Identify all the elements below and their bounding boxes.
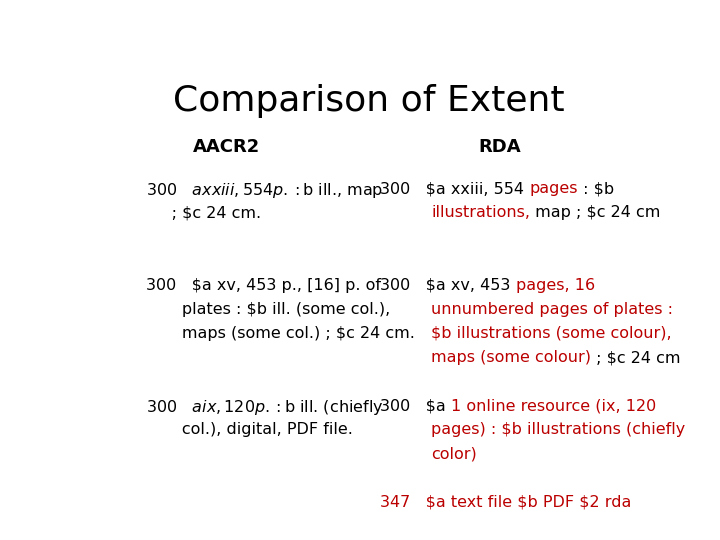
Text: color): color) <box>431 447 477 462</box>
Text: 1 online resource (ix, 120: 1 online resource (ix, 120 <box>451 399 657 413</box>
Text: 300   $a ix, 120 p. : $b ill. (chiefly: 300 $a ix, 120 p. : $b ill. (chiefly <box>145 399 383 417</box>
Text: pages) : $b illustrations (chiefly: pages) : $b illustrations (chiefly <box>431 422 685 437</box>
Text: ; $c 24 cm.: ; $c 24 cm. <box>145 205 261 220</box>
Text: maps (some col.) ; $c 24 cm.: maps (some col.) ; $c 24 cm. <box>145 326 415 341</box>
Text: ; $c 24 cm: ; $c 24 cm <box>591 350 681 365</box>
Text: unnumbered pages of plates :: unnumbered pages of plates : <box>431 302 673 317</box>
Text: RDA: RDA <box>479 138 521 156</box>
Text: map ; $c 24 cm: map ; $c 24 cm <box>531 205 661 220</box>
Text: : $b: : $b <box>577 181 614 196</box>
Text: 300   $a xv, 453: 300 $a xv, 453 <box>380 278 516 293</box>
Text: pages, 16: pages, 16 <box>516 278 595 293</box>
Text: Comparison of Extent: Comparison of Extent <box>174 84 564 118</box>
Text: pages: pages <box>529 181 577 196</box>
Text: col.), digital, PDF file.: col.), digital, PDF file. <box>145 422 353 437</box>
Text: plates : $b ill. (some col.),: plates : $b ill. (some col.), <box>145 302 390 317</box>
Text: 300   $a xxiii, 554: 300 $a xxiii, 554 <box>380 181 529 196</box>
Text: illustrations,: illustrations, <box>431 205 531 220</box>
Text: 347   $a text file $b PDF $2 rda: 347 $a text file $b PDF $2 rda <box>380 495 631 510</box>
Text: $b illustrations (some colour),: $b illustrations (some colour), <box>431 326 672 341</box>
Text: 300   $a: 300 $a <box>380 399 451 413</box>
Text: 300   $a xv, 453 p., [16] p. of: 300 $a xv, 453 p., [16] p. of <box>145 278 381 293</box>
Text: AACR2: AACR2 <box>193 138 261 156</box>
Text: maps (some colour): maps (some colour) <box>431 350 591 365</box>
Text: 300   $a xxiii, 554 p. : $b ill., map: 300 $a xxiii, 554 p. : $b ill., map <box>145 181 383 200</box>
